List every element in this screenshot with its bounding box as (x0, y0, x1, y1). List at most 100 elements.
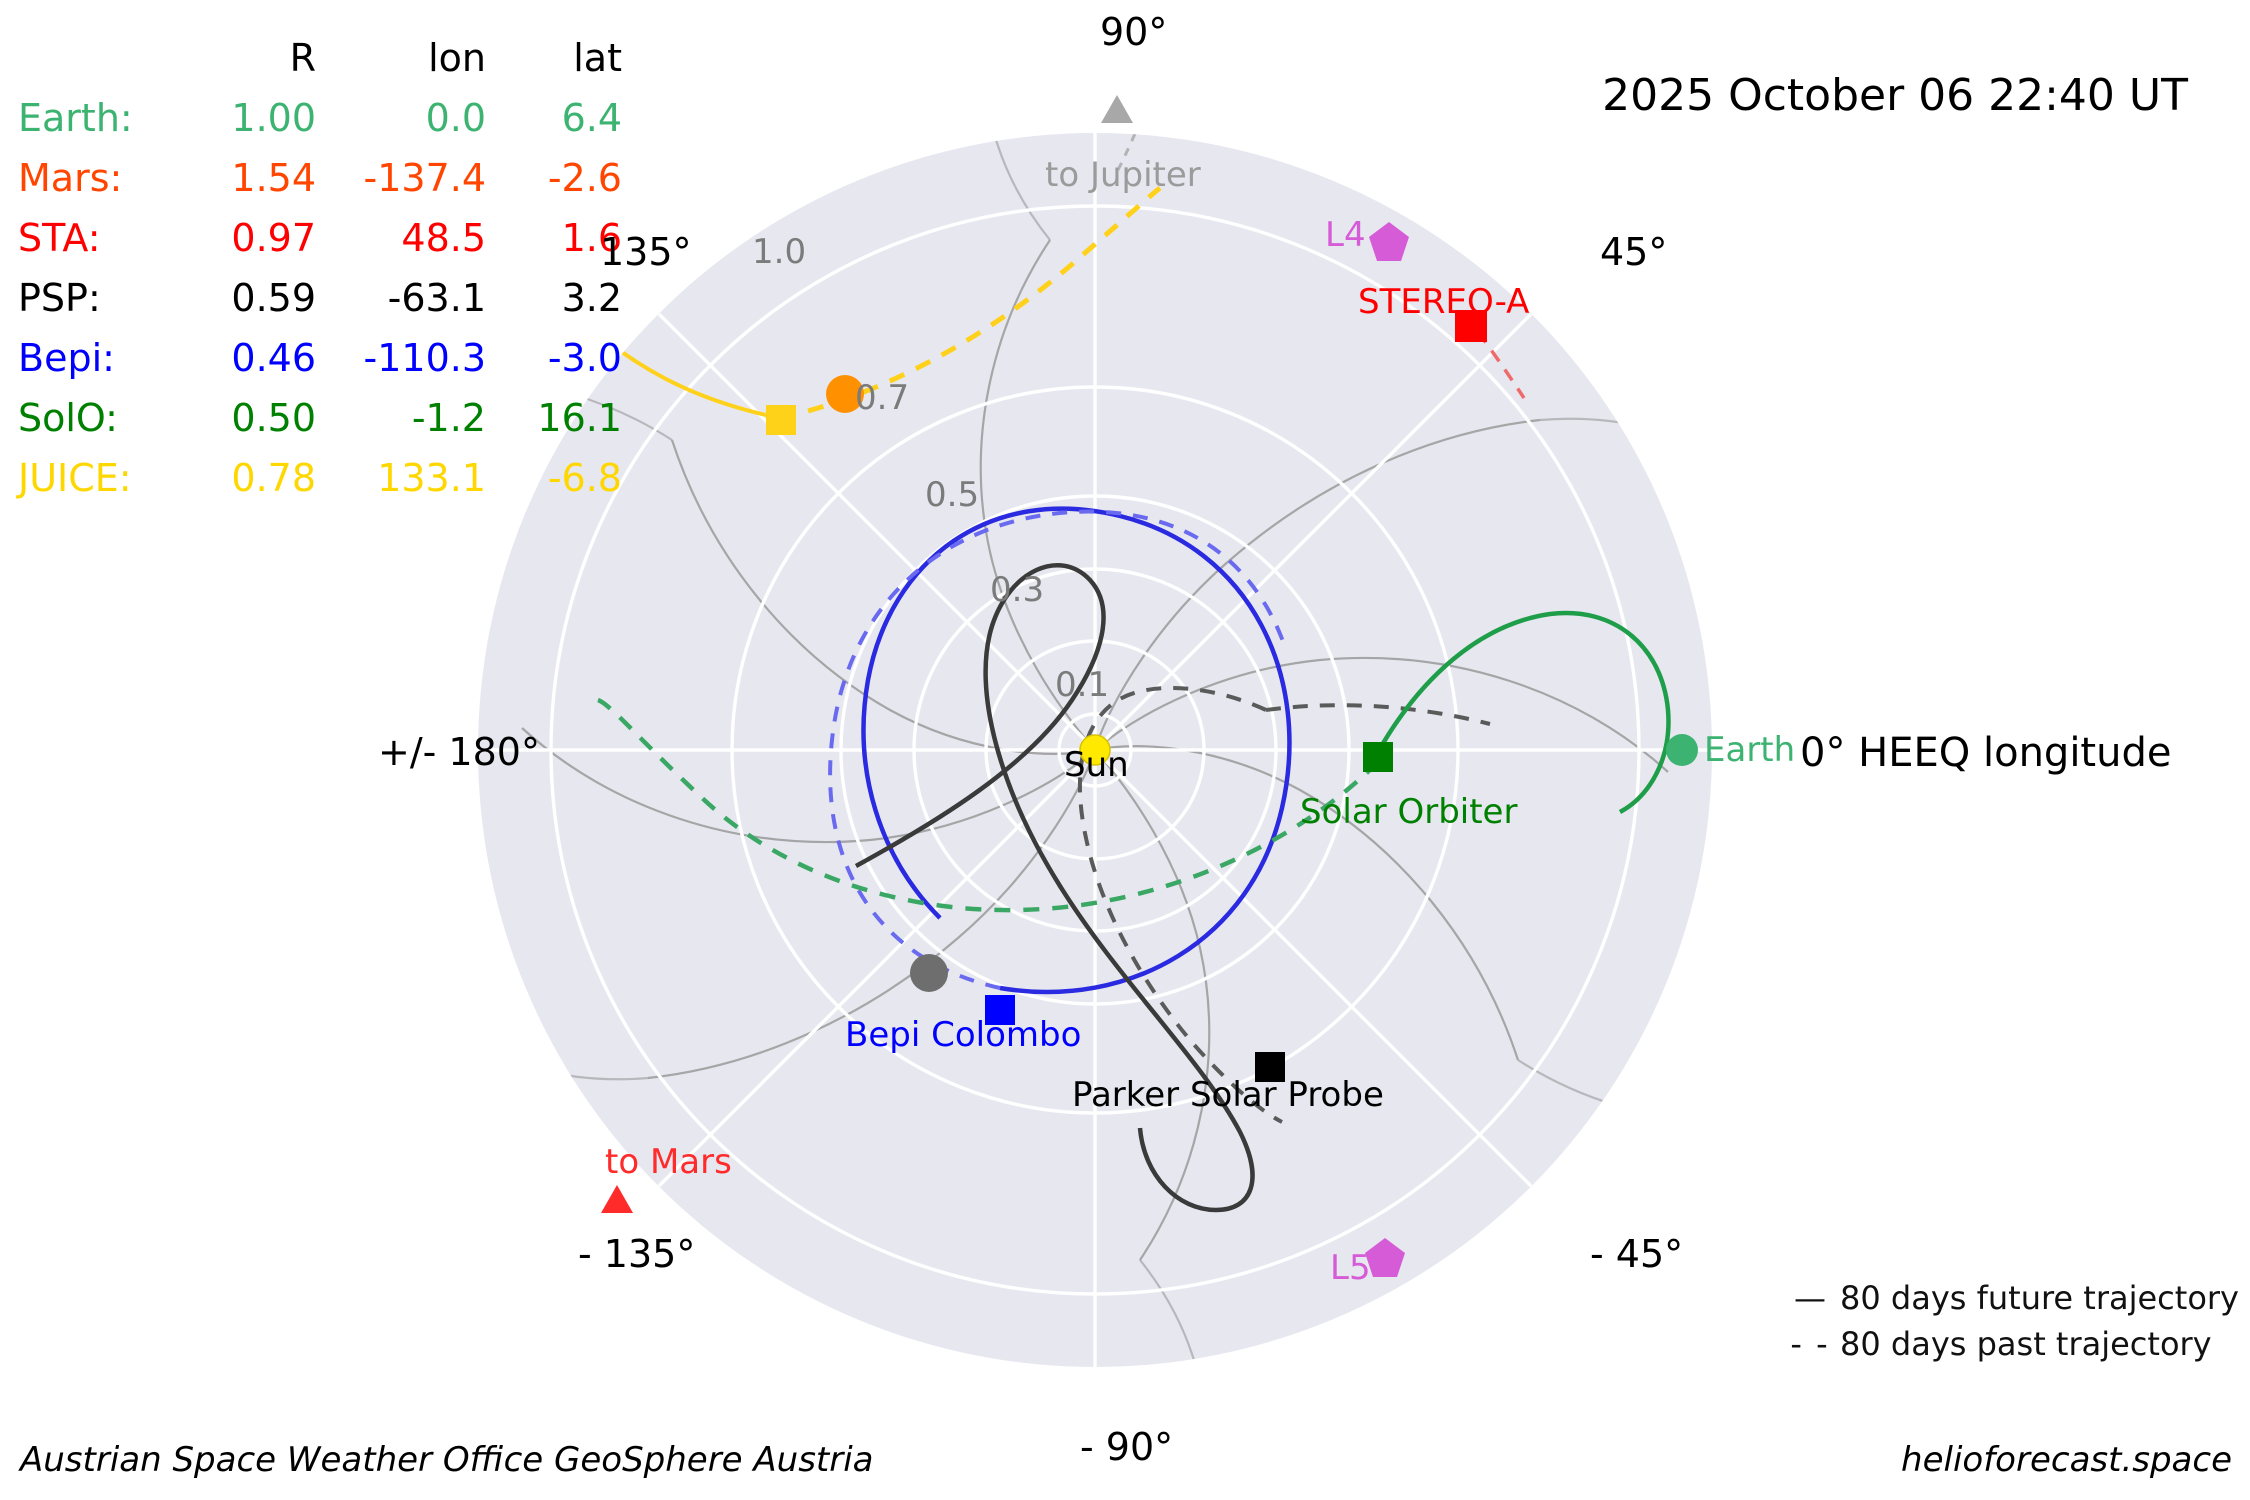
credit-right[interactable]: helioforecast.space (1901, 1440, 2232, 1480)
angle-label-45: 45° (1600, 230, 1668, 274)
marker-juice[interactable] (766, 405, 796, 435)
row-bepi-lon: -110.3 (363, 336, 487, 380)
ring-label-0-7: 0.7 (855, 378, 910, 418)
row-psp-lat: 3.2 (561, 276, 622, 320)
marker-sun[interactable] (1079, 734, 1111, 766)
marker-mercury[interactable] (910, 954, 948, 992)
table-row: JUICE: 0.78 133.1 -6.8 (18, 448, 622, 508)
trajectory-bepi-past (828, 509, 1288, 990)
label-solar-orbiter: Solar Orbiter (1300, 792, 1518, 832)
label-l4: L4 (1325, 215, 1366, 255)
row-psp-name: PSP: (18, 276, 101, 320)
table-row: Bepi: 0.46 -110.3 -3.0 (18, 328, 622, 388)
trajectory-legend: — 80 days future trajectory - - 80 days … (1780, 1275, 2239, 1367)
trajectory-psp-past (1077, 686, 1283, 1124)
table-header-lat: lat (573, 36, 622, 80)
angle-label-135: 135° (600, 230, 692, 274)
table-row: Earth: 1.00 0.0 6.4 (18, 88, 622, 148)
row-sta-lat: 1.6 (561, 216, 622, 260)
row-solo-lat: 16.1 (537, 396, 622, 440)
row-mars-name: Mars: (18, 156, 123, 200)
legend-label-past: 80 days past trajectory (1840, 1325, 2212, 1363)
credit-left: Austrian Space Weather Office GeoSphere … (20, 1440, 874, 1480)
row-sta-r: 0.97 (231, 216, 316, 260)
trajectory-bepi-future (861, 506, 1292, 995)
angle-label-180: +/- 180° (378, 730, 540, 774)
spoke-45 (1093, 312, 1533, 752)
legend-row-past: - - 80 days past trajectory (1780, 1321, 2239, 1367)
row-juice-lon: 133.1 (377, 456, 486, 500)
angle-label-m45: - 45° (1590, 1232, 1684, 1276)
row-bepi-lat: -3.0 (547, 336, 622, 380)
marker-solar-orbiter[interactable] (1363, 742, 1393, 772)
spoke-135 (657, 312, 1097, 752)
table-row: Mars: 1.54 -137.4 -2.6 (18, 148, 622, 208)
spoke-315 (1093, 748, 1533, 1188)
jupiter-pointer-line (1116, 133, 1148, 171)
marker-l5[interactable] (1365, 1238, 1405, 1277)
positions-table: R lon lat Earth: 1.00 0.0 6.4 Mars: 1.54… (18, 28, 622, 508)
marker-to-mars[interactable] (601, 1185, 633, 1213)
table-row: STA: 0.97 48.5 1.6 (18, 208, 622, 268)
solid-line-icon: — (1794, 1279, 1826, 1317)
label-to-jupiter: to Jupiter (1045, 155, 1201, 195)
trajectory-psp-past2 (1265, 703, 1491, 726)
ring-label-0-5: 0.5 (925, 475, 980, 515)
marker-bepi-colombo[interactable] (985, 995, 1015, 1025)
marker-venus[interactable] (826, 375, 864, 413)
row-mars-lon: -137.4 (363, 156, 487, 200)
ring-label-0-1: 0.1 (1055, 665, 1110, 705)
row-juice-lat: -6.8 (547, 456, 622, 500)
ring-label-0-3: 0.3 (990, 570, 1045, 610)
row-bepi-name: Bepi: (18, 336, 115, 380)
row-juice-r: 0.78 (231, 456, 316, 500)
label-l5: L5 (1330, 1248, 1371, 1288)
label-to-mars: to Mars (605, 1142, 732, 1182)
label-sun: Sun (1064, 745, 1129, 785)
row-mars-r: 1.54 (231, 156, 316, 200)
page-title: 2025 October 06 22:40 UT (1602, 70, 2188, 121)
row-sta-name: STA: (18, 216, 101, 260)
spoke-225 (657, 748, 1097, 1188)
marker-l4[interactable] (1369, 222, 1409, 261)
table-row: PSP: 0.59 -63.1 3.2 (18, 268, 622, 328)
label-parker-solar-probe: Parker Solar Probe (1072, 1075, 1384, 1115)
label-bepi-colombo: Bepi Colombo (845, 1015, 1082, 1055)
table-header-row: R lon lat (18, 28, 622, 88)
angle-label-0: 0° HEEQ longitude (1800, 730, 2172, 776)
row-bepi-r: 0.46 (231, 336, 316, 380)
row-solo-r: 0.50 (231, 396, 316, 440)
row-mars-lat: -2.6 (547, 156, 622, 200)
trajectory-solo-future (1376, 610, 1671, 814)
legend-label-future: 80 days future trajectory (1840, 1279, 2239, 1317)
table-header-lon: lon (428, 36, 486, 80)
marker-stereo-a[interactable] (1455, 310, 1487, 342)
ring-label-1-0: 1.0 (752, 232, 807, 272)
legend-row-future: — 80 days future trajectory (1780, 1275, 2239, 1321)
marker-earth[interactable] (1666, 734, 1698, 766)
row-solo-lon: -1.2 (411, 396, 486, 440)
angle-label-90: 90° (1100, 10, 1168, 54)
table-row: SolO: 0.50 -1.2 16.1 (18, 388, 622, 448)
label-earth: Earth (1704, 730, 1796, 770)
marker-parker-solar-probe[interactable] (1255, 1052, 1285, 1082)
trajectory-psp-future (854, 562, 1255, 1213)
row-earth-name: Earth: (18, 96, 133, 140)
row-earth-lat: 6.4 (561, 96, 622, 140)
table-header-body (18, 28, 168, 88)
label-stereo-a: STEREO-A (1358, 282, 1530, 322)
row-psp-lon: -63.1 (387, 276, 486, 320)
row-earth-r: 1.00 (231, 96, 316, 140)
row-psp-r: 0.59 (231, 276, 316, 320)
dashed-line-icon: - - (1790, 1325, 1830, 1363)
angle-label-m90: - 90° (1080, 1425, 1174, 1469)
parker-spiral-lines (521, 239, 1669, 1261)
row-solo-name: SolO: (18, 396, 118, 440)
marker-to-jupiter[interactable] (1101, 95, 1133, 123)
row-sta-lon: 48.5 (401, 216, 486, 260)
row-earth-lon: 0.0 (425, 96, 486, 140)
row-juice-name: JUICE: (18, 456, 132, 500)
angular-grid-spokes (478, 133, 1712, 1367)
